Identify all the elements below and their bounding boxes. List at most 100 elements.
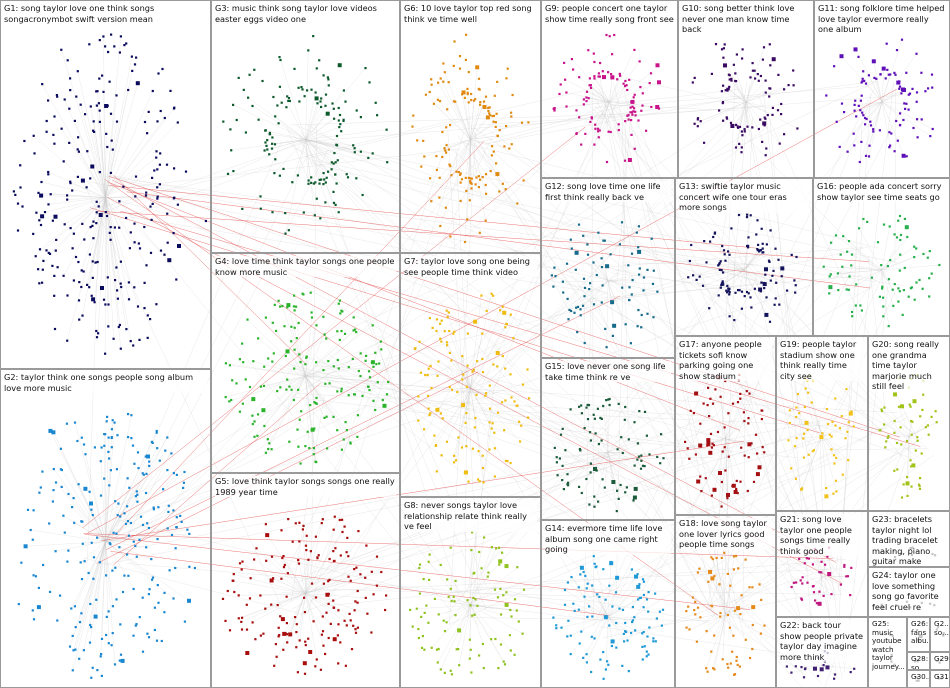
node-g2 [129, 521, 132, 525]
node-g18 [738, 665, 741, 668]
node-g3 [286, 95, 289, 98]
node-g10 [725, 116, 728, 119]
node-g7 [503, 429, 506, 432]
node-g14 [582, 570, 585, 574]
edge-internal [305, 593, 351, 621]
node-g8 [450, 599, 453, 603]
node-g6 [475, 65, 480, 70]
node-g14 [585, 587, 588, 590]
node-g7 [428, 317, 431, 320]
node-g4 [365, 354, 368, 357]
node-g7 [478, 480, 481, 483]
node-g6 [482, 105, 487, 109]
node-g13 [734, 291, 737, 294]
node-g2 [73, 605, 76, 608]
edge-internal [707, 387, 726, 439]
node-g4 [253, 420, 256, 423]
node-g3 [302, 211, 305, 214]
edge-internal [305, 555, 319, 594]
node-g4 [337, 302, 340, 305]
node-g3 [307, 182, 310, 185]
node-g14 [569, 634, 572, 637]
node-g4 [345, 429, 348, 432]
node-g5 [370, 570, 373, 573]
edge-internal [89, 197, 106, 288]
node-g8 [516, 566, 519, 569]
node-g16 [841, 265, 844, 268]
node-g5 [286, 641, 289, 644]
node-g13 [759, 290, 762, 293]
node-g3 [332, 201, 336, 204]
node-g7 [452, 461, 456, 464]
node-g20 [919, 415, 922, 418]
node-g5 [356, 589, 359, 593]
node-g20 [906, 476, 909, 479]
node-g6 [430, 78, 433, 81]
group-panel-g9: G9: people concert one taylor show time … [541, 0, 678, 178]
node-g7 [466, 332, 469, 335]
node-g8 [436, 661, 439, 664]
node-g14 [579, 573, 582, 576]
node-g12 [579, 314, 582, 317]
node-g9 [617, 129, 620, 132]
node-g7 [450, 359, 453, 362]
node-g11 [931, 127, 934, 131]
node-g12 [618, 243, 621, 246]
edge-internal [265, 130, 306, 140]
node-g8 [498, 559, 503, 564]
node-g3 [337, 106, 340, 110]
node-g18 [751, 586, 754, 589]
node-g4 [376, 381, 379, 384]
node-g2 [174, 547, 177, 550]
node-g6 [467, 71, 470, 74]
node-g6 [489, 114, 492, 117]
node-g10 [796, 127, 799, 130]
edge-internal [446, 310, 471, 389]
edge-intergroup [310, 162, 756, 281]
node-g4 [310, 316, 314, 319]
node-g1 [122, 185, 125, 188]
node-g7 [450, 388, 454, 391]
node-g6 [453, 40, 456, 43]
node-g1 [95, 211, 98, 214]
edge-intergroup [311, 159, 878, 281]
node-g16 [866, 220, 869, 223]
node-g12 [576, 331, 579, 334]
node-g14 [643, 645, 646, 648]
edge-internal [444, 72, 471, 140]
edge-internal [607, 584, 640, 618]
node-g15 [624, 405, 627, 409]
node-g1 [74, 255, 78, 259]
edge-intergroup [599, 469, 798, 662]
node-g6 [441, 155, 444, 159]
node-g4 [271, 360, 274, 363]
node-g5 [301, 528, 304, 531]
edge-internal [48, 171, 106, 198]
node-g2 [73, 521, 76, 524]
node-g5 [305, 534, 308, 537]
node-g7 [527, 416, 530, 419]
node-g2 [166, 527, 169, 530]
node-g9 [590, 116, 593, 119]
node-g6 [459, 199, 462, 202]
node-g19 [834, 479, 838, 482]
node-g2 [144, 491, 148, 495]
node-g12 [628, 286, 631, 289]
node-g11 [905, 71, 908, 74]
group-label-g22: G22: back tour show people private taylo… [780, 620, 864, 662]
node-g10 [749, 76, 752, 79]
node-g6 [474, 98, 477, 101]
node-g18 [735, 659, 738, 662]
node-g5 [282, 648, 285, 651]
node-g7 [488, 448, 491, 451]
edge-internal [702, 269, 745, 286]
node-g1 [105, 214, 109, 218]
edge-internal [823, 266, 882, 271]
node-g2 [92, 556, 96, 559]
node-g1 [95, 90, 98, 93]
node-g2 [157, 506, 160, 509]
node-g13 [722, 249, 726, 252]
node-g9 [645, 129, 648, 132]
node-g4 [315, 361, 318, 364]
node-g12 [600, 266, 604, 269]
